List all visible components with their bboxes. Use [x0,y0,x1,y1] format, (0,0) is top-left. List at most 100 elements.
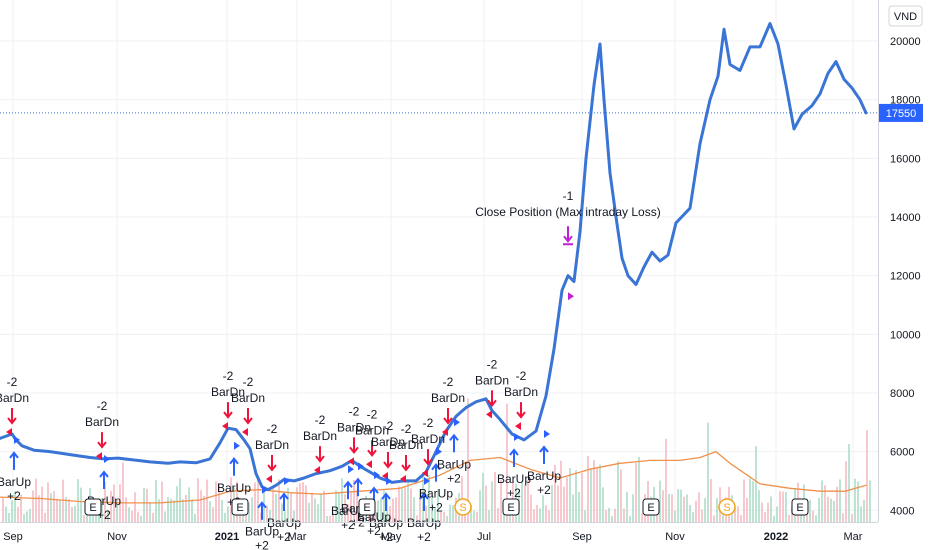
bar-up-arrow [229,457,239,476]
earnings-marker[interactable] [502,498,520,516]
volume-bar [299,483,301,522]
y-tick-label: 4000 [890,505,914,517]
volume-bar [713,515,715,522]
bar-dn-qty: -2 [7,375,18,389]
volume-bar [770,496,772,522]
volume-bar [773,515,775,522]
volume-bar [704,498,706,522]
earnings-marker[interactable] [791,498,809,516]
bar-dn-qty: -2 [223,369,234,383]
bar-dn-flag [222,422,228,431]
volume-bar [599,464,601,522]
volume-bar [692,512,694,522]
volume-bar [134,492,136,522]
volume-bar [764,512,766,522]
bar-dn-arrow [315,446,325,463]
currency-badge[interactable] [888,5,923,27]
volume-bar [557,485,559,522]
volume-bar [248,502,250,522]
bar-dn-arrow [367,440,377,457]
volume-bar [101,498,103,522]
volume-bar [776,506,778,522]
volume-bar [353,479,355,522]
volume-bar [272,485,274,522]
bar-up-arrow [279,492,289,511]
volume-bar [14,491,16,522]
volume-bar [851,514,853,522]
volume-bar [20,494,22,522]
bar-up-arrow [257,501,267,520]
x-tick-label: 2021 [215,531,239,543]
bar-up-qty: +2 [341,518,355,532]
time-axis[interactable]: Sep Nov 2021 Mar May Jul Sep Nov 2022 Mar [0,522,878,544]
volume-bar [53,491,55,522]
volume-bar [824,485,826,522]
bar-up-flag [386,476,392,485]
bar-dn-qty: -2 [367,407,378,421]
bar-up-arrow [9,451,19,470]
volume-bar [524,484,526,522]
bar-dn-qty: -2 [315,413,326,427]
bar-dn-label: BarDn [475,373,509,387]
volume-bar [71,507,73,522]
split-marker[interactable] [454,498,472,516]
bar-up-label: BarUp [419,487,453,501]
bar-dn-arrow [349,437,359,454]
volume-bar [302,482,304,522]
volume-bar [137,511,139,522]
volume-bar [833,500,835,522]
volume-bar [617,461,619,522]
volume-bar [419,489,421,522]
bar-dn-qty: -2 [243,375,254,389]
earnings-marker[interactable] [84,498,102,516]
bar-up-flag [262,485,268,494]
x-tick-label: Sep [572,531,592,543]
bar-dn-label: BarDn [255,438,289,452]
volume-bar [212,507,214,522]
earnings-marker[interactable] [358,498,376,516]
volume-bar [380,498,382,522]
volume-bar [362,513,364,522]
bar-dn-arrow [516,402,526,419]
volume-bar [800,512,802,522]
volume-bar [11,500,13,522]
bar-dn-arrow [383,452,393,469]
bar-dn-arrow [423,449,433,466]
bar-dn-arrow [401,454,411,472]
earnings-marker[interactable] [642,498,660,516]
volume-bar [308,502,310,522]
bar-dn-arrow [243,408,253,425]
bar-up-flag [104,454,110,463]
volume-bar [533,509,535,522]
volume-bar [185,494,187,522]
bar-up-arrow [449,433,459,453]
last-price-badge[interactable] [879,103,923,122]
bar-dn-flag [400,474,406,483]
volume-bar [293,510,295,522]
bar-up-label: BarUp [497,472,531,486]
volume-bar [29,508,31,522]
volume-bar [479,490,481,522]
price-axis[interactable]: 4000 6000 8000 10000 12000 14000 16000 18000 200… [878,0,924,522]
bar-dn-label: BarDn [504,385,538,399]
bar-up-qty: +2 [447,471,461,485]
split-marker-label: S [459,502,466,514]
volume-bar [596,467,598,522]
bar-up-flag [436,447,442,456]
volume-bar [188,487,190,522]
volume-bar [296,487,298,522]
volume-bar [158,499,160,522]
bar-dn-arrow [267,454,277,472]
volume-bar [668,493,670,522]
earnings-marker[interactable] [231,498,249,516]
bar-up-arrow [381,492,391,511]
volume-bar [815,515,817,522]
volume-bar [116,500,118,522]
x-tick-label: Mar [288,531,307,543]
bar-up-arrow [419,492,429,511]
split-marker[interactable] [718,498,736,516]
volume-bar [554,464,556,522]
volume-bar [329,515,331,522]
